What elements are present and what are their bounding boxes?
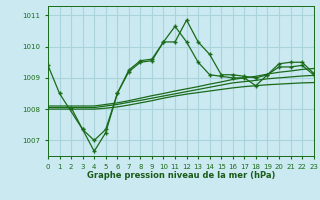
- X-axis label: Graphe pression niveau de la mer (hPa): Graphe pression niveau de la mer (hPa): [87, 171, 275, 180]
